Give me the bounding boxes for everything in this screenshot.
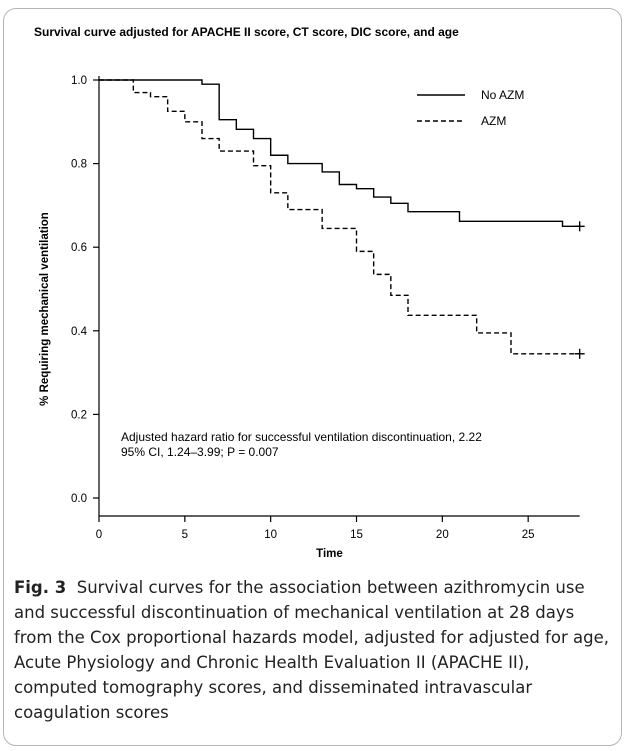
y-tick-label: 0.4 bbox=[71, 326, 88, 338]
x-tick-label: 5 bbox=[182, 529, 188, 541]
figure-label: Fig. 3 bbox=[14, 578, 67, 597]
figure-frame bbox=[3, 8, 622, 746]
legend-label: No AZM bbox=[481, 88, 524, 102]
y-tick-label: 0.0 bbox=[71, 493, 87, 505]
x-axis-label: Time bbox=[316, 548, 343, 560]
y-axis-label: % Requiring mechanical ventilation bbox=[39, 212, 51, 406]
series-line-no-azm bbox=[99, 79, 580, 227]
y-tick-label: 0.6 bbox=[71, 242, 87, 254]
chart-title: Survival curve adjusted for APACHE II sc… bbox=[34, 25, 459, 39]
series-line-azm bbox=[99, 79, 580, 355]
annotation-line-1: Adjusted hazard ratio for successful ven… bbox=[121, 430, 482, 444]
y-tick-label: 0.8 bbox=[71, 159, 87, 171]
x-tick-label: 20 bbox=[436, 529, 449, 541]
y-tick-label: 1.0 bbox=[71, 75, 87, 87]
legend-label: AZM bbox=[481, 114, 506, 128]
annotation-line-2: 95% CI, 1.24–3.99; P = 0.007 bbox=[121, 445, 279, 459]
x-tick-label: 10 bbox=[264, 529, 277, 541]
y-tick-label: 0.2 bbox=[71, 409, 87, 421]
figure-caption: Fig. 3 Survival curves for the associati… bbox=[14, 575, 612, 725]
x-tick-label: 0 bbox=[96, 529, 102, 541]
x-tick-label: 15 bbox=[350, 529, 363, 541]
caption-text: Survival curves for the association betw… bbox=[14, 578, 609, 722]
x-tick-label: 25 bbox=[522, 529, 535, 541]
